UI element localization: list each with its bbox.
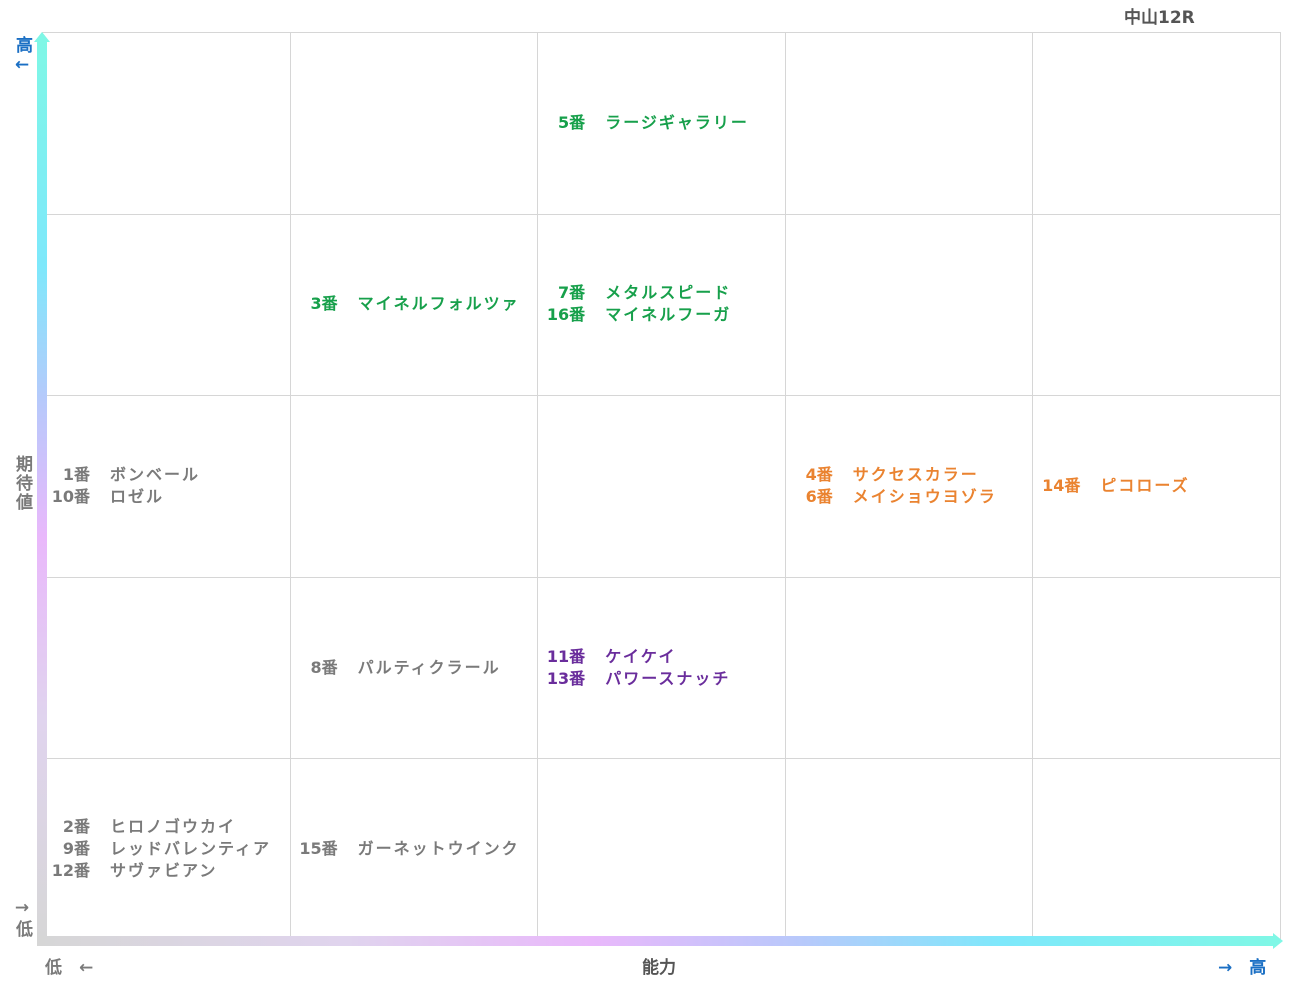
grid: 5番 ラージギャラリー 3番 マイネルフォルツァ 7番 メタルスピード 16番 マイネルフーガ… bbox=[42, 32, 1281, 941]
horse-number: 1番 bbox=[62, 464, 90, 484]
title: 中山12R bbox=[1124, 8, 1195, 28]
cell: 8番 パルティクラール bbox=[289, 576, 539, 760]
horse-name: ピコローズ bbox=[1100, 475, 1190, 495]
horse-entry: 13番 パワースナッチ bbox=[537, 668, 785, 690]
horse-entry: 14番 ピコローズ bbox=[1032, 475, 1280, 497]
horse-entry: 8番 パルティクラール bbox=[290, 657, 538, 679]
cell: 4番 サクセスカラー 6番 メイショウヨゾラ bbox=[784, 395, 1034, 578]
x-axis-label: 能力 bbox=[642, 958, 676, 978]
cell: 2番 ヒロノゴウカイ 9番 レッドバレンティア 12番 サヴァビアン bbox=[42, 758, 291, 941]
horse-entry: 1番 ボンベール bbox=[42, 464, 290, 486]
cell bbox=[42, 576, 291, 760]
y-axis-bar bbox=[37, 40, 47, 945]
cell bbox=[42, 213, 291, 397]
y-low-label: →低 bbox=[12, 898, 32, 939]
horse-number: 8番 bbox=[310, 657, 338, 677]
horse-number: 16番 bbox=[546, 305, 586, 325]
cell bbox=[537, 395, 786, 578]
cell: 15番 ガーネットウインク bbox=[289, 758, 539, 941]
horse-name: ヒロノゴウカイ bbox=[110, 817, 237, 837]
cell bbox=[1032, 758, 1281, 941]
cell: 7番 メタルスピード 16番 マイネルフーガ bbox=[537, 213, 786, 397]
horse-name: ガーネットウインク bbox=[357, 839, 520, 859]
horse-name: サヴァビアン bbox=[110, 861, 218, 881]
horse-name: メイショウヨゾラ bbox=[852, 486, 997, 506]
cell bbox=[784, 576, 1034, 760]
cell: 5番 ラージギャラリー bbox=[537, 32, 786, 215]
horse-number: 7番 bbox=[558, 283, 586, 303]
horse-name: ボンベール bbox=[110, 464, 201, 484]
horse-name: ラージギャラリー bbox=[605, 112, 749, 132]
x-high-label: → 高 bbox=[1218, 958, 1267, 978]
horse-name: ロゼル bbox=[110, 486, 165, 506]
cell bbox=[784, 32, 1034, 215]
horse-name: マイネルフーガ bbox=[605, 305, 732, 325]
x-low-label: 低 ← bbox=[45, 958, 94, 978]
horse-entry: 7番 メタルスピード bbox=[537, 282, 785, 304]
y-arrowhead bbox=[34, 32, 50, 42]
horse-name: メタルスピード bbox=[605, 283, 732, 303]
cell: 14番 ピコローズ bbox=[1032, 395, 1281, 578]
horse-name: サクセスカラー bbox=[852, 464, 979, 484]
horse-name: マイネルフォルツァ bbox=[357, 294, 520, 314]
horse-entry: 3番 マイネルフォルツァ bbox=[290, 293, 538, 315]
cell bbox=[1032, 32, 1281, 215]
cell bbox=[289, 32, 539, 215]
horse-entry: 12番 サヴァビアン bbox=[42, 860, 290, 882]
horse-number: 14番 bbox=[1042, 475, 1081, 495]
horse-number: 10番 bbox=[51, 486, 90, 506]
cell bbox=[1032, 576, 1281, 760]
horse-entry: 4番 サクセスカラー bbox=[785, 464, 1033, 486]
horse-entry: 2番 ヒロノゴウカイ bbox=[42, 816, 290, 838]
horse-number: 6番 bbox=[805, 486, 833, 506]
horse-name: ケイケイ bbox=[605, 646, 677, 666]
horse-name: パワースナッチ bbox=[605, 668, 731, 688]
horse-number: 11番 bbox=[546, 646, 586, 666]
horse-number: 13番 bbox=[546, 668, 586, 688]
horse-entry: 5番 ラージギャラリー bbox=[537, 112, 785, 134]
horse-number: 12番 bbox=[51, 861, 90, 881]
horse-entry: 15番 ガーネットウインク bbox=[290, 838, 538, 860]
horse-number: 4番 bbox=[805, 464, 833, 484]
horse-entry: 16番 マイネルフーガ bbox=[537, 304, 785, 326]
cell: 3番 マイネルフォルツァ bbox=[289, 213, 539, 397]
x-arrowhead bbox=[1273, 933, 1283, 949]
horse-entry: 9番 レッドバレンティア bbox=[42, 838, 290, 860]
horse-name: レッドバレンティア bbox=[110, 839, 272, 859]
x-axis-bar bbox=[37, 936, 1273, 946]
cell: 1番 ボンベール 10番 ロゼル bbox=[42, 395, 291, 578]
horse-entry: 11番 ケイケイ bbox=[537, 646, 785, 668]
cell bbox=[784, 213, 1034, 397]
cell: 11番 ケイケイ 13番 パワースナッチ bbox=[537, 576, 786, 760]
horse-number: 5番 bbox=[558, 112, 586, 132]
y-high-label: 高← bbox=[12, 36, 32, 77]
horse-number: 2番 bbox=[62, 817, 90, 837]
cell bbox=[784, 758, 1034, 941]
horse-name: パルティクラール bbox=[357, 657, 501, 677]
horse-number: 15番 bbox=[299, 839, 338, 859]
cell bbox=[1032, 213, 1281, 397]
cell bbox=[537, 758, 786, 941]
horse-number: 3番 bbox=[310, 294, 338, 314]
cell bbox=[42, 32, 291, 215]
cell bbox=[289, 395, 539, 578]
horse-entry: 10番 ロゼル bbox=[42, 486, 290, 508]
y-axis-label: 期待値 bbox=[12, 455, 32, 512]
horse-entry: 6番 メイショウヨゾラ bbox=[785, 486, 1033, 508]
horse-number: 9番 bbox=[62, 839, 90, 859]
